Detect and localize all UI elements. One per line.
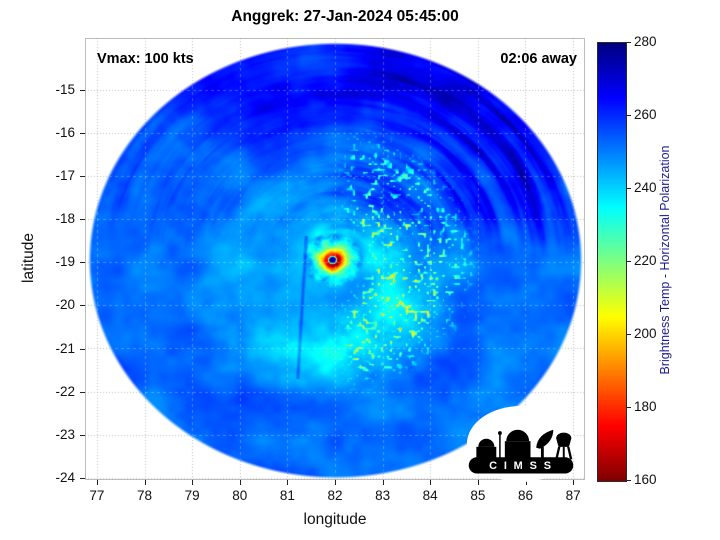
satellite-image-canvas [85, 38, 585, 480]
y-tick-mark [80, 219, 85, 221]
x-tick-mark [382, 480, 384, 485]
dish-antenna-icon [536, 429, 554, 449]
colorbar-tick-label: 240 [634, 180, 657, 195]
colorbar-tick-label: 180 [634, 399, 657, 414]
y-tick-mark [80, 348, 85, 350]
chart-title: Anggrek: 27-Jan-2024 05:45:00 [231, 8, 459, 25]
colorbar-tick-mark [627, 188, 631, 189]
x-tick-label: 78 [136, 488, 153, 503]
y-tick-label: -24 [55, 469, 75, 485]
y-tick-label: -18 [55, 211, 75, 227]
x-tick-label: 77 [89, 488, 105, 503]
large-dome-icon [506, 429, 530, 442]
colorbar-tick-mark [627, 42, 631, 43]
logo-banner [468, 457, 574, 474]
colorbar [597, 42, 627, 482]
y-tick-label: -16 [55, 124, 75, 140]
eta-annotation: 02:06 away [500, 51, 577, 67]
x-tick-label: 85 [470, 488, 486, 503]
x-tick-label: 87 [565, 488, 581, 503]
x-tick-mark [430, 480, 432, 485]
logo-text: C I M S S [489, 460, 553, 472]
x-tick-label: 83 [375, 488, 391, 503]
mast-icon [499, 434, 501, 460]
x-tick-mark [144, 480, 146, 485]
y-tick-mark [80, 89, 85, 91]
y-tick-mark [80, 305, 85, 307]
x-tick-label: 79 [184, 488, 200, 503]
small-dome-icon [478, 438, 495, 447]
y-tick-label: -20 [55, 297, 75, 313]
x-tick-mark [573, 480, 575, 485]
y-tick-mark [80, 262, 85, 264]
colorbar-tick-mark [627, 480, 631, 481]
colorbar-tick-label: 220 [634, 253, 657, 268]
y-tick-label: -22 [55, 383, 75, 399]
colorbar-tick-mark [627, 261, 631, 262]
x-tick-label: 81 [279, 488, 295, 503]
water-tower-icon [556, 432, 572, 447]
y-tick-label: -17 [55, 168, 75, 183]
vmax-annotation: Vmax: 100 kts [97, 51, 194, 67]
y-tick-mark [80, 176, 85, 177]
colorbar-tick-label: 200 [634, 326, 657, 341]
colorbar-tick-mark [627, 115, 631, 116]
colorbar-tick-label: 260 [634, 107, 657, 122]
colorbar-tick-label: 280 [634, 34, 657, 49]
x-tick-label: 86 [517, 488, 534, 503]
cimss-logo: C I M S S [466, 406, 576, 482]
y-tick-label: -21 [55, 340, 75, 356]
x-tick-mark [192, 480, 194, 485]
x-tick-mark [239, 480, 241, 485]
colorbar-tick-mark [627, 407, 631, 408]
y-tick-mark [80, 434, 85, 436]
x-tick-label: 82 [327, 488, 343, 503]
y-tick-mark [80, 391, 85, 393]
y-tick-label: -15 [55, 81, 75, 97]
x-tick-mark [96, 480, 98, 485]
y-tick-label: -19 [55, 254, 75, 270]
observatory-silhouette-icon [476, 429, 573, 460]
x-tick-mark [287, 480, 289, 485]
y-tick-mark [80, 132, 85, 134]
y-tick-mark [80, 477, 85, 479]
x-tick-label: 84 [422, 488, 438, 503]
x-tick-label: 80 [232, 488, 248, 503]
x-axis-label: longitude [303, 511, 367, 528]
x-tick-mark [525, 480, 527, 485]
colorbar-tick-label: 160 [634, 472, 657, 487]
y-axis-label: latitude [20, 233, 37, 283]
colorbar-tick-mark [627, 334, 631, 335]
x-tick-mark [335, 480, 336, 485]
x-tick-mark [477, 480, 479, 485]
y-tick-label: -23 [55, 426, 75, 442]
